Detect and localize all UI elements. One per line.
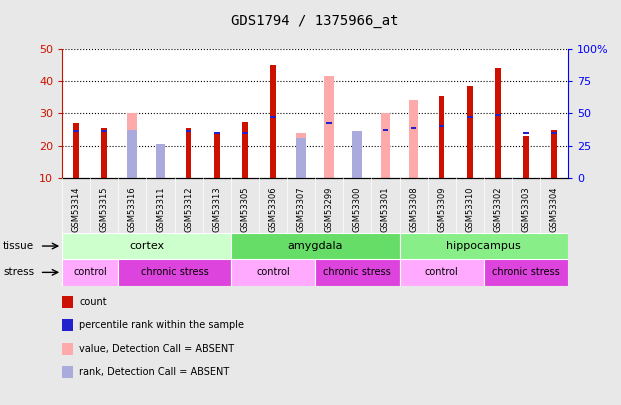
Text: GSM53303: GSM53303 <box>522 186 530 232</box>
Bar <box>352 131 362 178</box>
Bar <box>270 65 276 178</box>
Text: GSM53300: GSM53300 <box>353 186 362 232</box>
Text: control: control <box>425 267 458 277</box>
Bar <box>231 233 399 259</box>
Bar <box>101 130 107 132</box>
Text: tissue: tissue <box>3 241 34 251</box>
Bar <box>383 129 388 130</box>
Bar <box>439 96 445 178</box>
Text: GSM53308: GSM53308 <box>409 186 418 232</box>
Bar <box>484 259 568 286</box>
Bar <box>551 130 557 178</box>
Bar <box>156 144 165 178</box>
Text: GSM53315: GSM53315 <box>100 186 109 232</box>
Bar <box>352 131 362 178</box>
Text: GSM53312: GSM53312 <box>184 186 193 232</box>
Bar <box>73 123 79 178</box>
Text: chronic stress: chronic stress <box>141 267 209 277</box>
Bar <box>186 130 191 132</box>
Bar <box>495 68 501 178</box>
Bar <box>242 132 248 134</box>
Bar <box>186 128 191 178</box>
Text: value, Detection Call = ABSENT: value, Detection Call = ABSENT <box>79 344 235 354</box>
Text: GSM53304: GSM53304 <box>550 186 559 232</box>
Text: amygdala: amygdala <box>288 241 343 251</box>
Bar <box>214 134 220 178</box>
Bar <box>399 259 484 286</box>
Text: GSM53313: GSM53313 <box>212 186 221 232</box>
Text: hippocampus: hippocampus <box>446 241 521 251</box>
Bar <box>524 132 529 134</box>
Bar <box>73 130 79 132</box>
Text: GSM53301: GSM53301 <box>381 186 390 232</box>
Bar <box>62 233 231 259</box>
Bar <box>119 259 231 286</box>
Text: control: control <box>256 267 290 277</box>
Bar <box>270 116 276 117</box>
Bar <box>324 76 334 178</box>
Text: GDS1794 / 1375966_at: GDS1794 / 1375966_at <box>232 14 399 28</box>
Text: control: control <box>73 267 107 277</box>
Bar <box>231 259 315 286</box>
Bar <box>381 113 391 178</box>
Bar <box>409 100 419 178</box>
Text: count: count <box>79 297 107 307</box>
Bar <box>296 138 306 178</box>
Bar <box>467 86 473 178</box>
Bar <box>551 132 557 134</box>
Bar <box>315 259 399 286</box>
Text: GSM53299: GSM53299 <box>325 186 333 232</box>
Bar <box>399 233 568 259</box>
Text: GSM53305: GSM53305 <box>240 186 250 232</box>
Bar <box>296 133 306 178</box>
Text: GSM53311: GSM53311 <box>156 186 165 232</box>
Bar <box>467 116 473 117</box>
Bar <box>410 127 416 129</box>
Bar <box>214 132 220 134</box>
Bar <box>127 113 137 178</box>
Bar <box>242 122 248 178</box>
Text: GSM53310: GSM53310 <box>465 186 474 232</box>
Text: GSM53306: GSM53306 <box>268 186 278 232</box>
Text: chronic stress: chronic stress <box>492 267 560 277</box>
Bar <box>327 122 332 124</box>
Text: chronic stress: chronic stress <box>324 267 391 277</box>
Bar <box>62 259 119 286</box>
Text: cortex: cortex <box>129 241 164 251</box>
Bar <box>127 130 137 178</box>
Bar <box>524 136 529 178</box>
Text: GSM53316: GSM53316 <box>128 186 137 232</box>
Text: GSM53302: GSM53302 <box>494 186 502 232</box>
Bar <box>439 126 445 127</box>
Text: stress: stress <box>3 267 34 277</box>
Bar <box>495 114 501 116</box>
Text: rank, Detection Call = ABSENT: rank, Detection Call = ABSENT <box>79 367 230 377</box>
Bar <box>101 128 107 178</box>
Bar <box>156 162 165 178</box>
Text: GSM53314: GSM53314 <box>71 186 81 232</box>
Text: percentile rank within the sample: percentile rank within the sample <box>79 320 245 330</box>
Text: GSM53307: GSM53307 <box>297 186 306 232</box>
Text: GSM53309: GSM53309 <box>437 186 446 232</box>
